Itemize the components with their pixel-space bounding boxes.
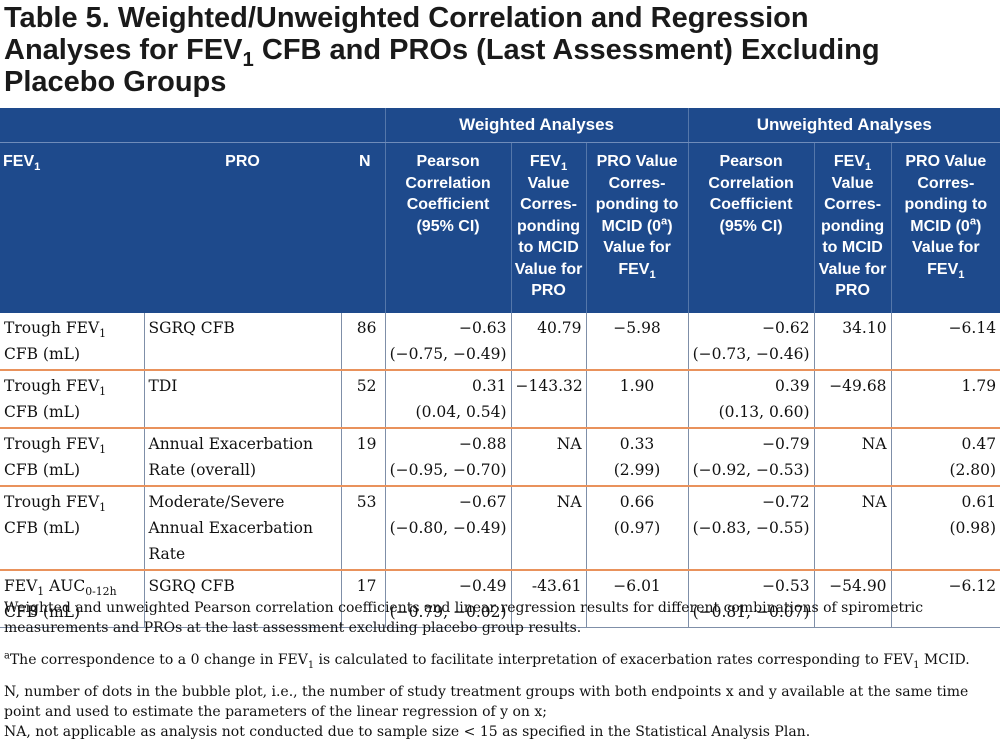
header-group-row: Weighted Analyses Unweighted Analyses: [0, 108, 1000, 143]
table-row: Trough FEV1 CFB (mL) Annual Exacerbation …: [0, 428, 1000, 486]
cell-n: 19: [340, 428, 386, 486]
col-header-unweighted-fev1-value: FEV1 Value Corres-ponding to MCID Value …: [813, 142, 892, 313]
cell-pro: TDI: [143, 370, 341, 428]
table-caption: Weighted and unweighted Pearson correlat…: [4, 600, 924, 636]
table-title: Table 5. Weighted/Unweighted Correlation…: [4, 2, 994, 98]
cell-fev: Trough FEV1 CFB (mL): [4, 377, 107, 421]
cell-n: 86: [340, 313, 386, 370]
cell-weighted-fev1-value: 40.79: [510, 313, 587, 370]
cell-weighted-pro-value: 0.66 (0.97): [585, 486, 689, 570]
col-header-weighted-pro-value: PRO Value Corres-ponding to MCID (0a) Va…: [585, 142, 689, 313]
table-row: Trough FEV1 CFB (mL) Moderate/Severe Annu…: [0, 486, 1000, 570]
table-row: Trough FEV1 CFB (mL) SGRQ CFB 86 −0.63 (−0…: [0, 313, 1000, 370]
cell-unweighted-pearson: −0.79 (−0.92, −0.53): [687, 428, 815, 486]
cell-weighted-pro-value: 0.33 (2.99): [585, 428, 689, 486]
cell-weighted-fev1-value: −143.32: [510, 370, 587, 428]
cell-unweighted-fev1-value: 34.10: [813, 313, 892, 370]
col-header-n: N: [341, 142, 386, 313]
cell-weighted-fev1-value: NA: [510, 486, 587, 570]
col-header-unweighted-pearson: Pearson Correlation Coefficient (95% CI): [687, 142, 815, 313]
table-row: Trough FEV1 CFB (mL) TDI 52 0.31 (0.04, 0.…: [0, 370, 1000, 428]
cell-n: 53: [340, 486, 386, 570]
cell-unweighted-pro-value: 0.47 (2.80): [890, 428, 1000, 486]
title-line-2: Analyses for FEV1 CFB and PROs (Last Ass…: [4, 34, 880, 71]
title-line-3: Placebo Groups: [4, 66, 227, 98]
cell-unweighted-pro-value: −6.14: [890, 313, 1000, 370]
cell-weighted-pearson: −0.88 (−0.95, −0.70): [384, 428, 512, 486]
cell-weighted-fev1-value: NA: [510, 428, 587, 486]
cell-fev: Trough FEV1 CFB (mL): [4, 435, 107, 479]
cell-unweighted-pro-value: 1.79: [890, 370, 1000, 428]
cell-weighted-pro-value: −5.98: [585, 313, 689, 370]
cell-weighted-fev1-value: -43.61: [510, 570, 587, 628]
cell-unweighted-pearson: −0.62 (−0.73, −0.46): [687, 313, 815, 370]
cell-pro: Moderate/Severe Annual Exacerbation Rate: [143, 486, 341, 570]
cell-weighted-pro-value: 1.90: [585, 370, 689, 428]
table-footnotes: Weighted and unweighted Pearson correlat…: [4, 598, 994, 742]
header-columns-row: FEV1 PRO N Pearson Correlation Coefficie…: [0, 142, 1000, 313]
cell-weighted-pearson: −0.63 (−0.75, −0.49): [384, 313, 512, 370]
cell-unweighted-pearson: 0.39 (0.13, 0.60): [687, 370, 815, 428]
col-header-weighted-fev1-value: FEV1 Value Corres-ponding to MCID Value …: [510, 142, 587, 313]
header-blank: [0, 108, 386, 143]
col-header-unweighted-pro-value: PRO Value Corres-ponding to MCID (0a) Va…: [890, 142, 1000, 313]
col-header-weighted-pearson: Pearson Correlation Coefficient (95% CI): [384, 142, 512, 313]
footnote-n: N, number of dots in the bubble plot, i.…: [4, 684, 969, 720]
cell-unweighted-pro-value: −6.12: [890, 570, 1000, 628]
cell-weighted-pro-value: −6.01: [585, 570, 689, 628]
cell-unweighted-fev1-value: NA: [813, 428, 892, 486]
cell-pro: SGRQ CFB: [143, 313, 341, 370]
cell-weighted-pearson: 0.31 (0.04, 0.54): [384, 370, 512, 428]
header-unweighted-analyses: Unweighted Analyses: [687, 108, 1000, 143]
cell-fev: Trough FEV1 CFB (mL): [4, 319, 107, 363]
cell-unweighted-fev1-value: NA: [813, 486, 892, 570]
title-line-1: Table 5. Weighted/Unweighted Correlation…: [4, 2, 809, 34]
cell-unweighted-fev1-value: −54.90: [813, 570, 892, 628]
cell-pro: SGRQ CFB: [143, 570, 341, 628]
col-header-fev1: FEV1: [0, 142, 144, 313]
cell-unweighted-fev1-value: −49.68: [813, 370, 892, 428]
footnote-na: NA, not applicable as analysis not condu…: [4, 724, 811, 740]
cell-fev: Trough FEV1 CFB (mL): [4, 493, 107, 537]
table-row: FEV1 AUC0-12h CFB (mL) SGRQ CFB 17 −0.49(…: [0, 570, 1000, 628]
cell-n: 17: [340, 570, 386, 628]
cell-unweighted-pro-value: 0.61 (0.98): [890, 486, 1000, 570]
cell-weighted-pearson: −0.67 (−0.80, −0.49): [384, 486, 512, 570]
footnote-a: aThe correspondence to a 0 change in FEV…: [4, 650, 970, 671]
cell-weighted-pearson: −0.49 (−0.79, −0.02): [384, 570, 512, 628]
header-weighted-analyses: Weighted Analyses: [384, 108, 689, 143]
correlation-table: Weighted Analyses Unweighted Analyses FE…: [0, 108, 1000, 628]
cell-unweighted-pearson: −0.53 (−0.81, −0.07): [687, 570, 815, 628]
cell-fev: FEV1 AUC0-12h CFB (mL): [4, 577, 117, 621]
cell-unweighted-pearson: −0.72 (−0.83, −0.55): [687, 486, 815, 570]
cell-pro: Annual Exacerbation Rate (overall): [143, 428, 341, 486]
col-header-pro: PRO: [144, 142, 341, 313]
cell-n: 52: [340, 370, 386, 428]
